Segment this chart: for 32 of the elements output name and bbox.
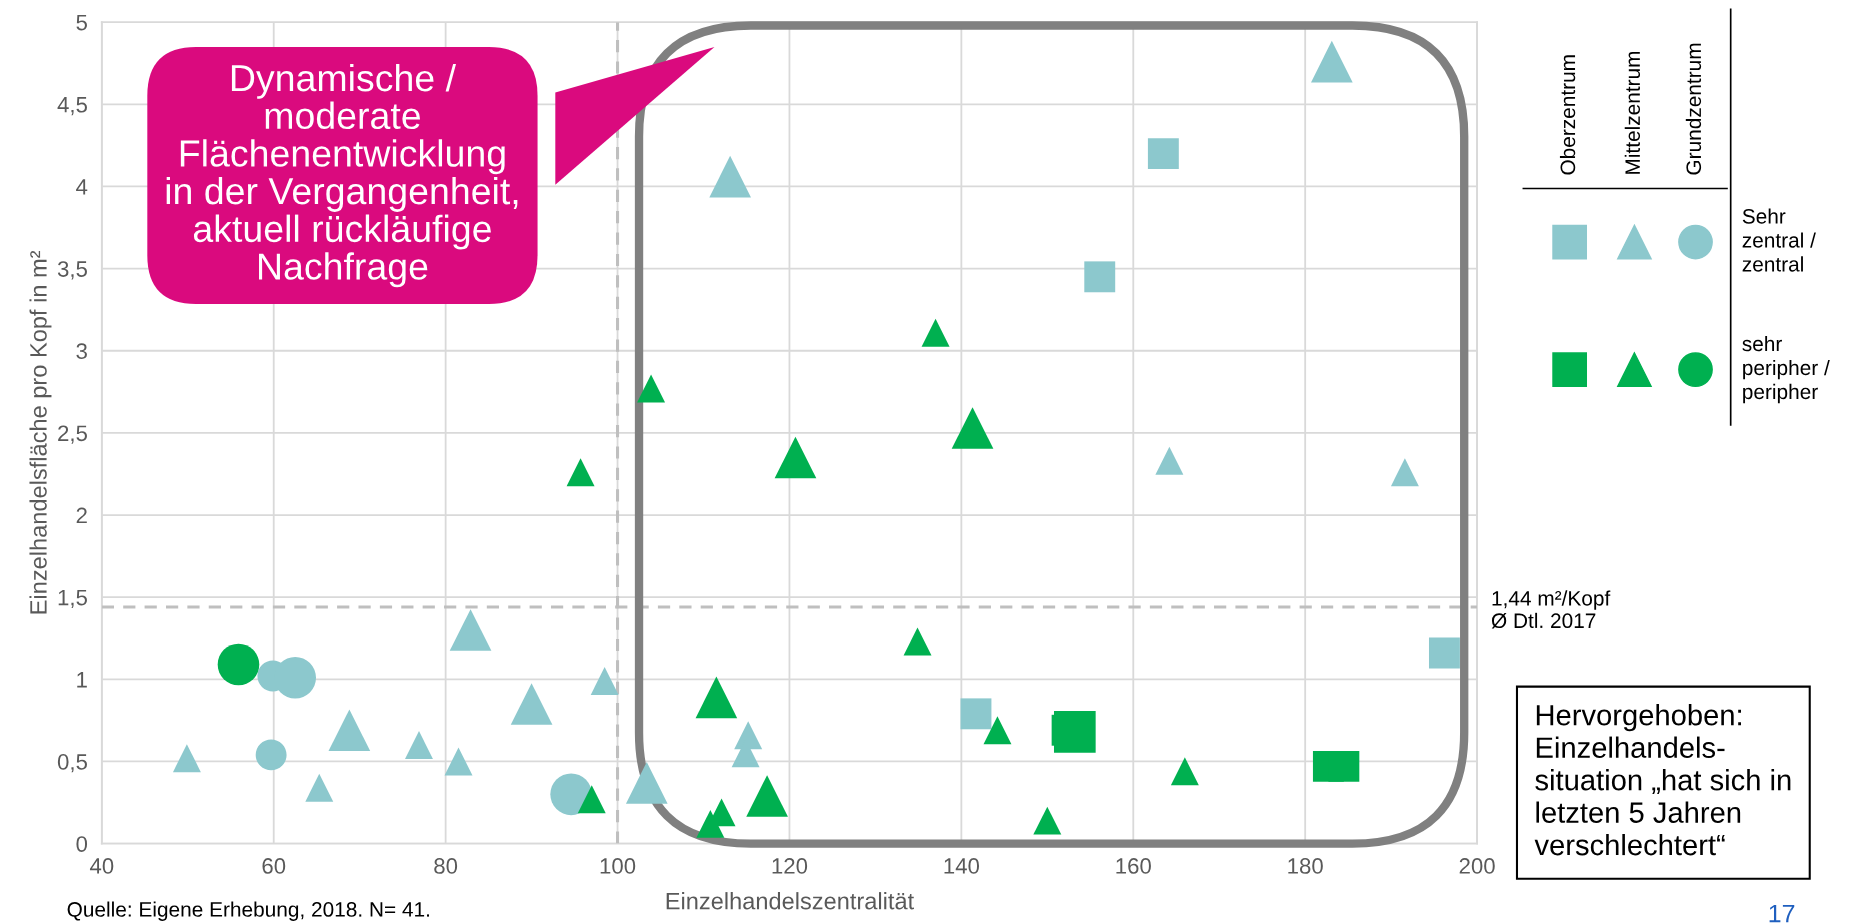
- x-tick-label: 80: [434, 858, 458, 874]
- y-tick-label: 4,5: [57, 97, 87, 116]
- x-tick-label: 180: [1288, 858, 1323, 874]
- ref-line-label: 1,44 m²/Kopf Ø Dtl. 2017: [1491, 590, 1611, 629]
- x-tick-label: 160: [1116, 858, 1151, 874]
- text: Sehr zentral / zentral: [1742, 208, 1816, 272]
- text: Mittelzentrum: [1624, 51, 1641, 174]
- y-tick-label: 1: [77, 672, 87, 688]
- y-tick-label: 3,5: [57, 261, 87, 280]
- x-axis-title: Einzelhandelszentralität: [666, 892, 914, 910]
- annotation: Dynamische / moderate Flächenentwicklung in der Vergangenheit, aktuell rückläufige Nachfrage: [166, 63, 518, 288]
- x-tick-label: 200: [1459, 858, 1495, 874]
- x-tick-label: 140: [944, 858, 980, 874]
- text: Hervorgehoben: Einzelhandels- situation „hat sich in letzten 5 Jahren verschlechtert“: [1534, 704, 1791, 856]
- text: Grundzentrum: [1685, 43, 1702, 175]
- y-tick-label: 5: [76, 14, 87, 31]
- y-tick-label: 0: [76, 836, 88, 852]
- x-tick-label: 120: [772, 858, 808, 874]
- y-tick-label: 2,5: [58, 425, 87, 444]
- y-tick-label: 3: [76, 343, 87, 360]
- y-tick-label: 1,5: [58, 589, 87, 609]
- text: sehr peripher / peripher: [1742, 335, 1830, 404]
- text: Oberzentrum: [1559, 55, 1576, 175]
- text: 17: [1769, 904, 1795, 923]
- y-tick-label: 2: [76, 507, 87, 524]
- x-tick-label: 60: [262, 858, 286, 874]
- y-tick-label: 4: [76, 179, 88, 195]
- y-axis-title: Einzelhandelsfläche pro Kopf in m²: [29, 250, 52, 614]
- x-tick-label: 100: [600, 858, 636, 874]
- source-note: Quelle: Eigene Erhebung, 2018. N= 41.: [67, 901, 429, 921]
- x-tick-label: 40: [89, 858, 114, 874]
- y-tick-label: 0,5: [57, 754, 87, 773]
